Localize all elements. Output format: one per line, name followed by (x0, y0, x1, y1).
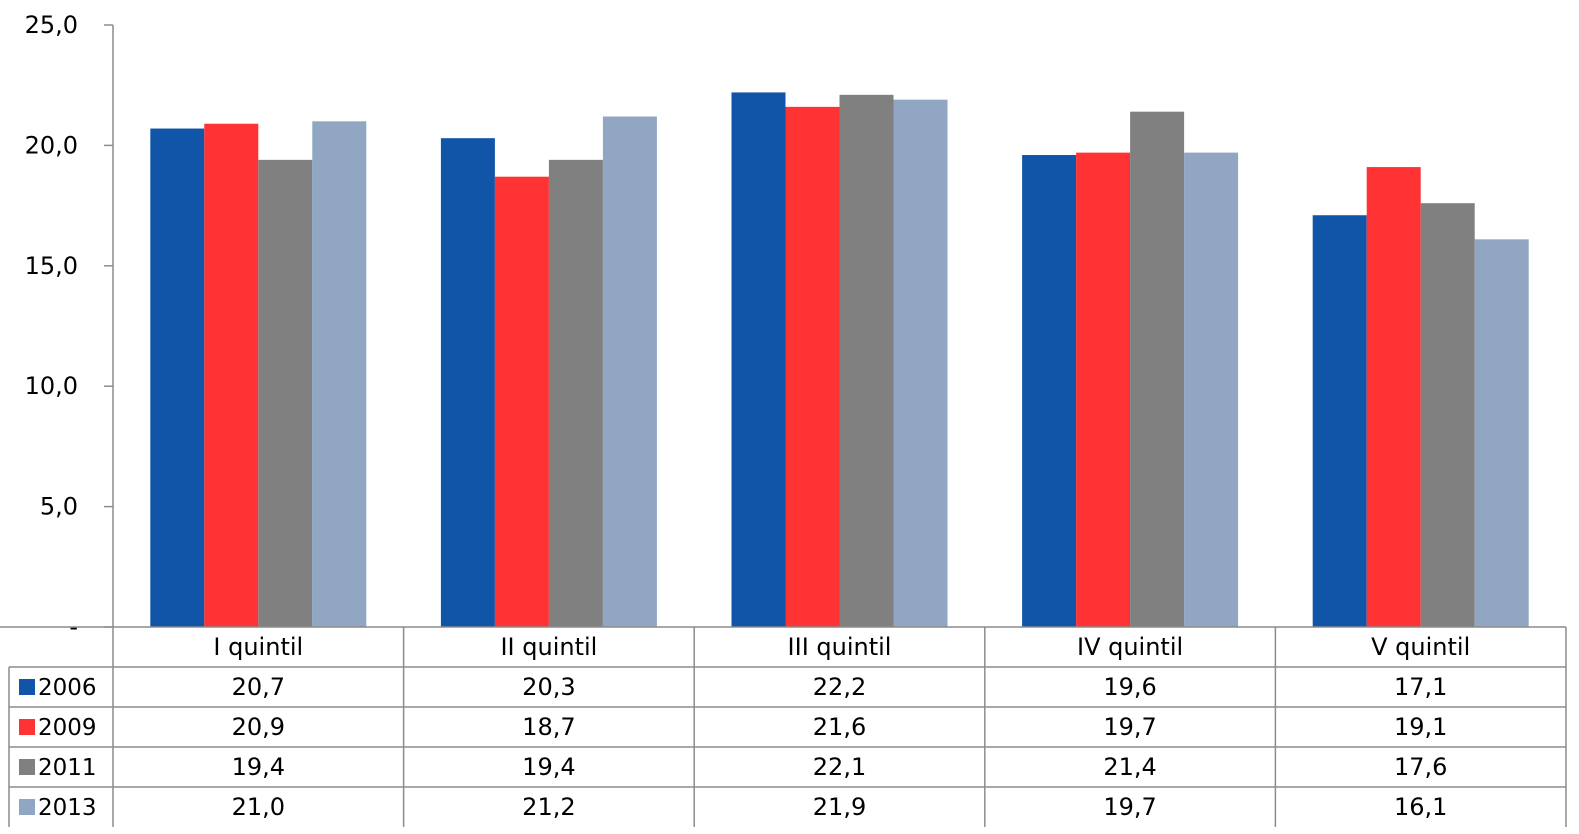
data-label-2013-4: 19,7 (1103, 793, 1156, 821)
bars (150, 92, 1529, 628)
data-label-2006-3: 22,2 (813, 673, 866, 701)
data-label-2009-4: 19,7 (1103, 713, 1156, 741)
bar-2006-4 (1022, 155, 1077, 628)
bar-2011-2 (548, 159, 603, 627)
bar-2009-5 (1366, 167, 1421, 627)
legend-swatch-2006 (19, 679, 35, 695)
data-label-2009-5: 19,1 (1394, 713, 1447, 741)
legend-swatch-2013 (19, 799, 35, 815)
legend-swatch-2011 (19, 759, 35, 775)
y-tick-label: 25,0 (25, 11, 78, 39)
data-label-2006-2: 20,3 (522, 673, 575, 701)
legend-label-2013: 2013 (38, 795, 97, 821)
bar-2011-4 (1130, 111, 1185, 628)
bar-2013-2 (602, 116, 657, 627)
category-label: IV quintil (1077, 633, 1183, 661)
legend-swatch-2009 (19, 719, 35, 735)
bar-2009-4 (1076, 152, 1131, 627)
bar-2013-3 (893, 99, 948, 627)
bar-2009-2 (494, 176, 549, 628)
y-tick-label: 10,0 (25, 372, 78, 400)
bar-2006-5 (1312, 215, 1367, 627)
data-label-2013-1: 21,0 (232, 793, 285, 821)
data-label-2011-1: 19,4 (232, 753, 285, 781)
data-label-2011-4: 21,4 (1103, 753, 1156, 781)
data-label-2013-3: 21,9 (813, 793, 866, 821)
category-label: II quintil (500, 633, 597, 661)
y-tick-label: 15,0 (25, 252, 78, 280)
legend-label-2009: 2009 (38, 715, 97, 741)
bar-2011-1 (258, 159, 313, 627)
data-label-2011-3: 22,1 (813, 753, 866, 781)
y-tick-label: 5,0 (40, 493, 78, 521)
bar-2006-2 (440, 138, 495, 627)
data-label-2009-3: 21,6 (813, 713, 866, 741)
data-label-2006-4: 19,6 (1103, 673, 1156, 701)
data-label-2009-2: 18,7 (522, 713, 575, 741)
data-label-2009-1: 20,9 (232, 713, 285, 741)
bar-2006-1 (150, 128, 205, 627)
data-table: I quintil II quintil III quintil IV quintil… (0, 626, 1567, 827)
category-label: I quintil (213, 633, 303, 661)
bar-2011-5 (1420, 203, 1475, 627)
bar-2009-3 (785, 106, 840, 627)
data-label-2006-1: 20,7 (232, 673, 285, 701)
data-label-2006-5: 17,1 (1394, 673, 1447, 701)
legend-label-2011: 2011 (38, 755, 97, 781)
y-tick-label: 20,0 (25, 131, 78, 159)
data-label-2013-5: 16,1 (1394, 793, 1447, 821)
bar-2013-1 (312, 121, 367, 627)
y-axis: -5,010,015,020,025,0 (25, 11, 114, 641)
bar-2009-1 (204, 123, 259, 627)
data-label-2013-2: 21,2 (522, 793, 575, 821)
bar-2006-3 (731, 92, 786, 627)
legend-label-2006: 2006 (38, 675, 97, 701)
bar-2013-4 (1184, 152, 1239, 627)
bar-2011-3 (839, 94, 894, 627)
data-label-2011-5: 17,6 (1394, 753, 1447, 781)
category-label: V quintil (1371, 633, 1470, 661)
data-label-2011-2: 19,4 (522, 753, 575, 781)
category-label: III quintil (788, 633, 892, 661)
bar-2013-5 (1474, 239, 1529, 627)
